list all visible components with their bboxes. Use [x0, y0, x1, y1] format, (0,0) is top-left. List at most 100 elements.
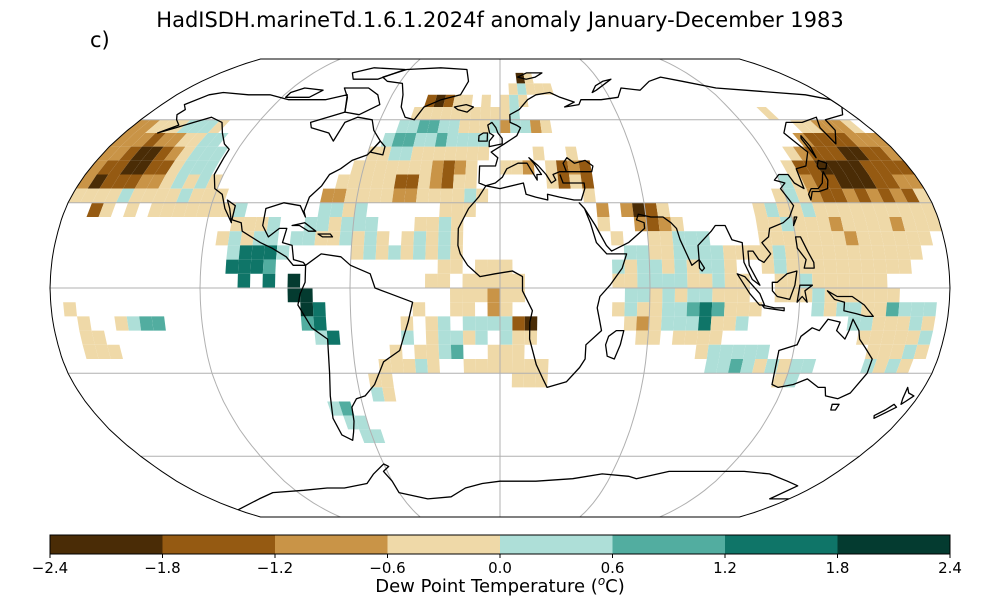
anomaly-cell	[425, 330, 439, 345]
anomaly-cell	[892, 330, 909, 345]
anomaly-cell	[533, 83, 545, 95]
anomaly-cell	[596, 202, 610, 217]
anomaly-cell	[879, 146, 904, 161]
coastline-hokkaido	[816, 159, 828, 170]
anomaly-cell	[671, 330, 686, 345]
anomaly-cell	[849, 288, 863, 303]
anomaly-cell	[313, 316, 327, 331]
anomaly-cell	[215, 231, 230, 246]
anomaly-cell	[659, 231, 674, 246]
anomaly-cell	[458, 119, 471, 133]
anomaly-cell	[752, 202, 768, 217]
anomaly-cell	[175, 146, 197, 161]
anomaly-cell	[637, 288, 650, 303]
anomaly-cell	[462, 273, 475, 288]
anomaly-cell	[624, 302, 638, 317]
anomaly-cell	[438, 330, 451, 345]
coastline-new-zealand-south	[873, 403, 898, 419]
anomaly-cell	[884, 202, 902, 217]
anomaly-cell	[232, 202, 248, 217]
anomaly-cell	[339, 231, 353, 246]
anomaly-cell	[107, 344, 123, 359]
anomaly-cell	[518, 94, 529, 107]
coastline-tasmania	[830, 403, 840, 411]
anomaly-cell	[315, 217, 330, 232]
anomaly-cell	[872, 202, 890, 217]
anomaly-cell	[388, 146, 403, 161]
anomaly-cell	[237, 259, 252, 274]
anomaly-cell	[154, 160, 176, 175]
anomaly-cell	[363, 231, 378, 246]
anomaly-cell	[674, 273, 688, 288]
anomaly-cell	[862, 288, 875, 303]
anomaly-cell	[804, 217, 820, 232]
anomaly-cell	[674, 288, 688, 303]
anomaly-cell	[300, 302, 314, 317]
anomaly-cell	[685, 245, 700, 260]
anomaly-cell	[405, 174, 420, 189]
anomaly-cell	[328, 217, 342, 232]
anomaly-cell	[480, 107, 491, 120]
anomaly-cell	[635, 330, 649, 345]
coastline-newfoundland	[369, 140, 386, 156]
anomaly-cell	[864, 217, 881, 232]
anomaly-cell	[463, 359, 476, 374]
anomaly-cell	[687, 288, 700, 303]
anomaly-cell	[784, 245, 799, 260]
anomaly-cell	[649, 302, 663, 317]
anomaly-cell	[155, 119, 181, 133]
anomaly-cell	[912, 188, 932, 203]
anomaly-cell	[462, 288, 475, 303]
anomaly-cell	[317, 202, 332, 217]
anomaly-cell	[877, 217, 893, 232]
anomaly-cell	[412, 302, 426, 317]
colorbar-tick-label: −0.6	[369, 559, 406, 577]
anomaly-cell	[92, 188, 112, 203]
anomaly-cell	[416, 119, 431, 133]
colorbar-tick-label: −1.8	[144, 559, 181, 577]
anomaly-cell	[174, 133, 198, 147]
anomaly-cell	[834, 245, 849, 260]
anomaly-cell	[686, 302, 700, 317]
anomaly-cell	[755, 344, 771, 359]
anomaly-cell	[365, 146, 381, 161]
anomaly-cell	[865, 188, 884, 203]
anomaly-cell	[839, 119, 866, 133]
anomaly-cell	[913, 344, 930, 359]
anomaly-cell	[428, 188, 442, 203]
anomaly-cell	[465, 160, 478, 175]
anomaly-cell	[500, 288, 513, 303]
anomaly-cell	[858, 245, 874, 260]
anomaly-cell	[450, 245, 463, 260]
anomaly-cell	[140, 188, 159, 203]
anomaly-cell	[860, 259, 875, 274]
anomaly-cell	[835, 302, 850, 317]
anomaly-cell	[813, 133, 837, 147]
anomaly-cell	[447, 119, 461, 133]
anomaly-cell	[266, 217, 282, 232]
anomaly-cell	[438, 344, 452, 359]
anomaly-cell	[874, 288, 888, 303]
anomaly-cell	[711, 302, 725, 317]
anomaly-cell	[124, 119, 151, 133]
anomaly-cell	[134, 119, 161, 133]
anomaly-cell	[544, 160, 558, 175]
anomaly-cell	[425, 273, 438, 288]
coastline-java	[761, 304, 785, 312]
anomaly-cell	[748, 302, 763, 317]
anomaly-cell	[87, 174, 109, 189]
anomaly-cell	[620, 202, 634, 217]
anomaly-cell	[764, 359, 780, 374]
anomaly-cell	[142, 160, 164, 175]
anomaly-cell	[402, 133, 417, 147]
anomaly-cell	[782, 231, 797, 246]
anomaly-cell	[836, 160, 858, 175]
anomaly-cell	[91, 330, 108, 345]
anomaly-cell	[636, 302, 650, 317]
anomaly-cell	[434, 133, 448, 147]
anomaly-cell	[610, 231, 624, 246]
anomaly-cell	[240, 231, 255, 246]
anomaly-cell	[475, 359, 488, 374]
anomaly-cell	[612, 302, 625, 317]
coastline-new-zealand-north	[900, 386, 915, 405]
